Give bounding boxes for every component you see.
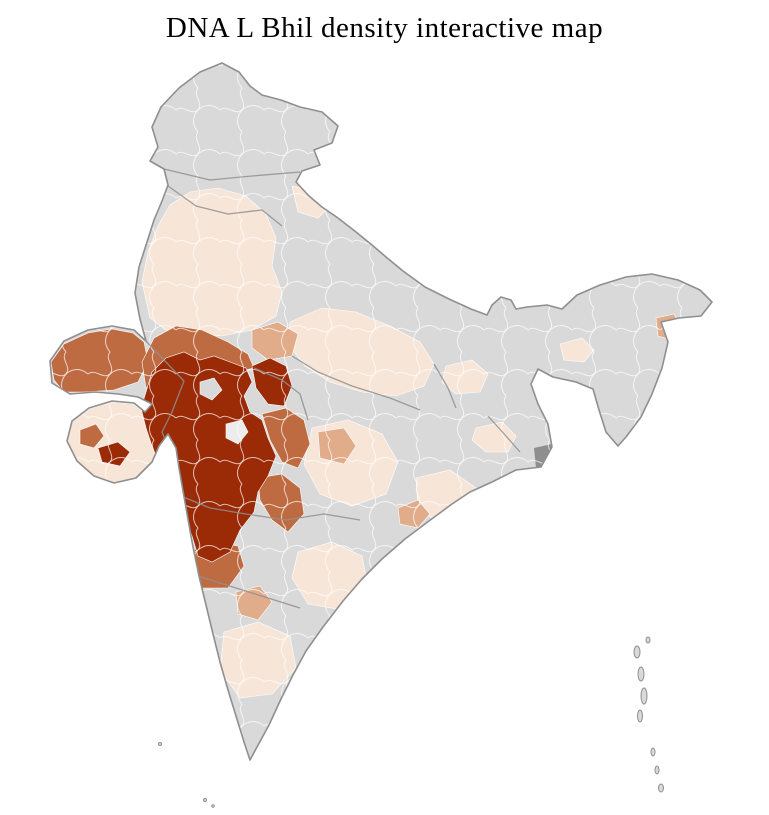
andaman-island[interactable] <box>637 709 643 723</box>
nicobar-island[interactable] <box>650 747 656 757</box>
river-delta-patch <box>534 444 560 474</box>
district-cluster-low-tamilnadu[interactable] <box>285 675 323 711</box>
district-cluster-low-andhra[interactable] <box>339 611 373 643</box>
map-title: DNA L Bhil density interactive map <box>165 12 604 44</box>
lakshadweep-island[interactable] <box>158 742 162 746</box>
andaman-island[interactable] <box>633 645 641 659</box>
lakshadweep-island[interactable] <box>211 804 215 808</box>
district-cluster-medium-kutch[interactable] <box>50 328 149 393</box>
lakshadweep-island[interactable] <box>203 798 207 802</box>
andaman-island[interactable] <box>640 687 648 705</box>
nicobar-island[interactable] <box>658 783 664 793</box>
andaman-island[interactable] <box>645 636 651 644</box>
island-groups[interactable] <box>158 636 664 808</box>
nicobar-island[interactable] <box>654 765 660 775</box>
andaman-island[interactable] <box>637 666 645 682</box>
